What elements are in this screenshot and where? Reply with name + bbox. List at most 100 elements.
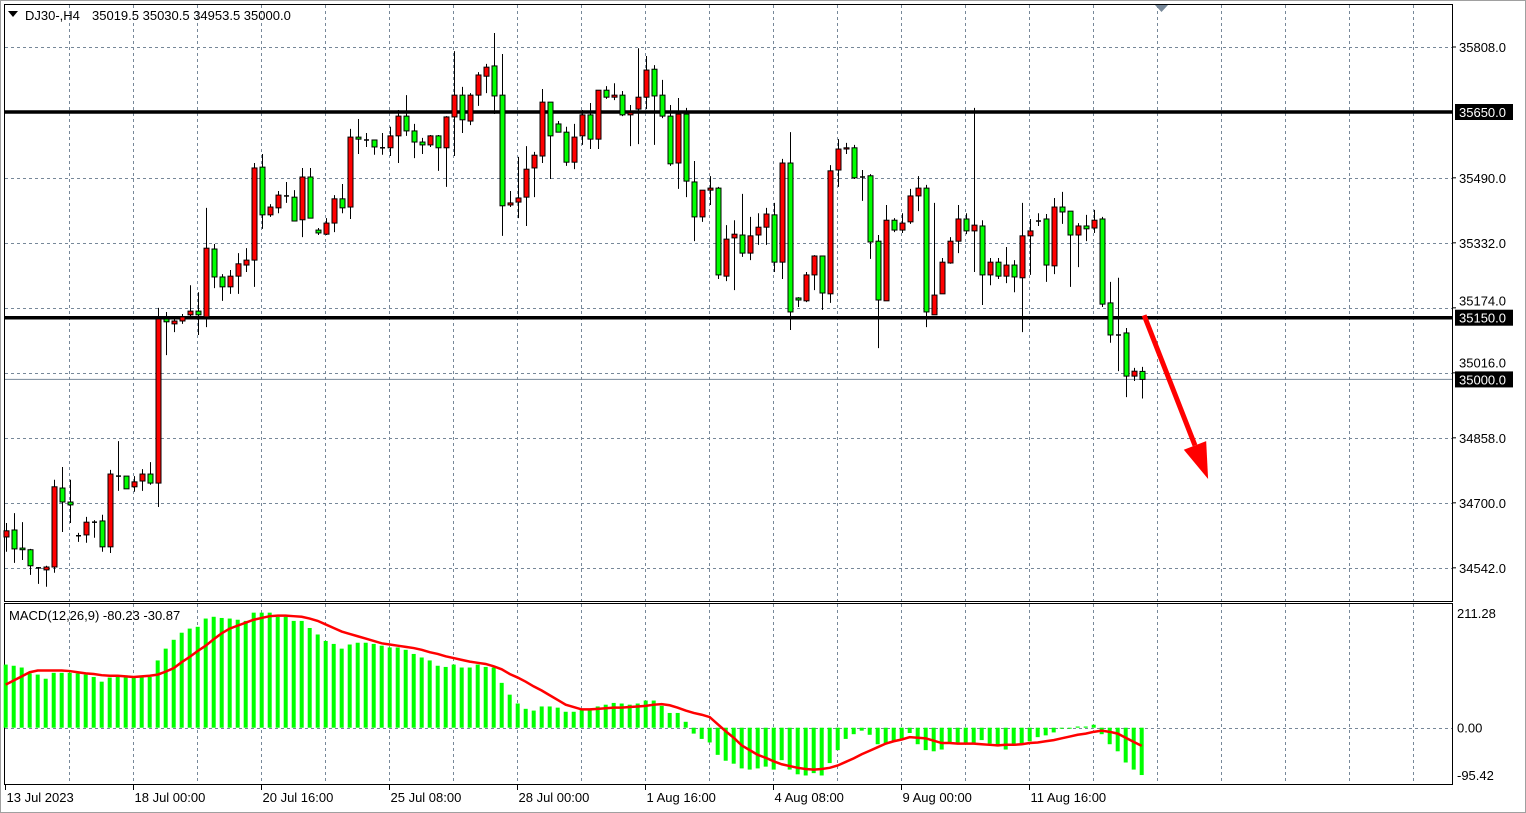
candle[interactable]	[3, 522, 10, 552]
candle[interactable]	[107, 469, 114, 554]
candle[interactable]	[339, 183, 346, 214]
candle[interactable]	[547, 101, 554, 180]
candle[interactable]	[987, 258, 994, 286]
candle[interactable]	[1123, 327, 1130, 398]
candle[interactable]	[643, 56, 650, 110]
candle[interactable]	[587, 102, 594, 150]
candle[interactable]	[811, 255, 818, 291]
candle[interactable]	[195, 292, 202, 335]
candle[interactable]	[907, 188, 914, 224]
candle[interactable]	[459, 86, 466, 133]
candle[interactable]	[971, 107, 978, 273]
candle[interactable]	[76, 532, 81, 542]
candle[interactable]	[235, 253, 242, 294]
candle[interactable]	[315, 228, 322, 236]
candle[interactable]	[611, 83, 618, 101]
candle[interactable]	[251, 163, 258, 287]
candle[interactable]	[1043, 214, 1050, 282]
candle[interactable]	[387, 126, 394, 157]
candle[interactable]	[59, 467, 66, 533]
candle[interactable]	[603, 86, 610, 99]
candle[interactable]	[1083, 214, 1090, 242]
candle[interactable]	[395, 109, 402, 164]
candle[interactable]	[867, 174, 874, 259]
candle[interactable]	[595, 89, 602, 150]
candle[interactable]	[1091, 209, 1098, 233]
candle[interactable]	[139, 469, 146, 491]
candle[interactable]	[627, 105, 634, 147]
candle[interactable]	[116, 441, 121, 491]
candle[interactable]	[899, 213, 906, 233]
candle[interactable]	[555, 121, 562, 133]
candle[interactable]	[1027, 218, 1034, 275]
candle[interactable]	[915, 176, 922, 212]
candle[interactable]	[851, 144, 858, 180]
candle[interactable]	[795, 297, 802, 308]
candle[interactable]	[675, 98, 682, 189]
candle[interactable]	[323, 218, 330, 236]
candle[interactable]	[579, 109, 586, 145]
candle[interactable]	[1099, 216, 1106, 308]
candle[interactable]	[83, 516, 90, 543]
candle[interactable]	[523, 146, 530, 226]
candle[interactable]	[571, 123, 578, 170]
candle[interactable]	[803, 272, 810, 303]
candle[interactable]	[475, 72, 482, 106]
candle[interactable]	[683, 107, 690, 198]
candle[interactable]	[691, 160, 698, 242]
candle[interactable]	[491, 33, 498, 115]
candle[interactable]	[963, 213, 970, 235]
candle[interactable]	[939, 258, 946, 295]
candle[interactable]	[563, 126, 570, 166]
candle[interactable]	[860, 170, 865, 201]
candle[interactable]	[299, 167, 306, 238]
candle[interactable]	[1051, 197, 1058, 275]
candle[interactable]	[1059, 191, 1066, 224]
candle[interactable]	[211, 244, 218, 289]
candle[interactable]	[1107, 281, 1114, 343]
candle[interactable]	[715, 186, 722, 280]
candle[interactable]	[1011, 260, 1018, 293]
candle[interactable]	[483, 63, 490, 94]
candle[interactable]	[355, 118, 362, 154]
candle[interactable]	[659, 79, 666, 119]
candle[interactable]	[99, 514, 106, 552]
candle[interactable]	[763, 207, 770, 245]
candle[interactable]	[155, 307, 162, 507]
candle[interactable]	[1116, 277, 1121, 372]
candle[interactable]	[259, 153, 266, 229]
candle[interactable]	[699, 189, 706, 222]
candle[interactable]	[347, 128, 354, 219]
candle[interactable]	[1019, 202, 1026, 333]
candle[interactable]	[891, 218, 898, 233]
candle[interactable]	[27, 548, 34, 575]
main-panel[interactable]	[4, 4, 1453, 602]
candle[interactable]	[227, 269, 234, 294]
candle[interactable]	[515, 156, 522, 219]
candle[interactable]	[923, 184, 930, 328]
candle[interactable]	[499, 53, 506, 236]
candle[interactable]	[979, 220, 986, 305]
candle[interactable]	[507, 190, 514, 208]
candle[interactable]	[11, 513, 18, 563]
candle[interactable]	[883, 204, 890, 302]
candle[interactable]	[1139, 366, 1146, 399]
candle[interactable]	[435, 135, 442, 171]
candle[interactable]	[92, 520, 97, 538]
candle[interactable]	[1036, 213, 1041, 226]
candle[interactable]	[275, 190, 282, 214]
candle[interactable]	[843, 142, 850, 154]
candle[interactable]	[1067, 210, 1074, 287]
candle[interactable]	[371, 139, 378, 155]
candle[interactable]	[995, 258, 1002, 280]
candle[interactable]	[284, 181, 289, 203]
candle[interactable]	[947, 237, 954, 264]
candle[interactable]	[219, 274, 226, 301]
candle[interactable]	[187, 285, 194, 317]
candle[interactable]	[651, 65, 658, 145]
candle[interactable]	[539, 88, 546, 164]
candle[interactable]	[171, 316, 178, 333]
candle[interactable]	[755, 213, 762, 245]
candle[interactable]	[531, 151, 538, 198]
